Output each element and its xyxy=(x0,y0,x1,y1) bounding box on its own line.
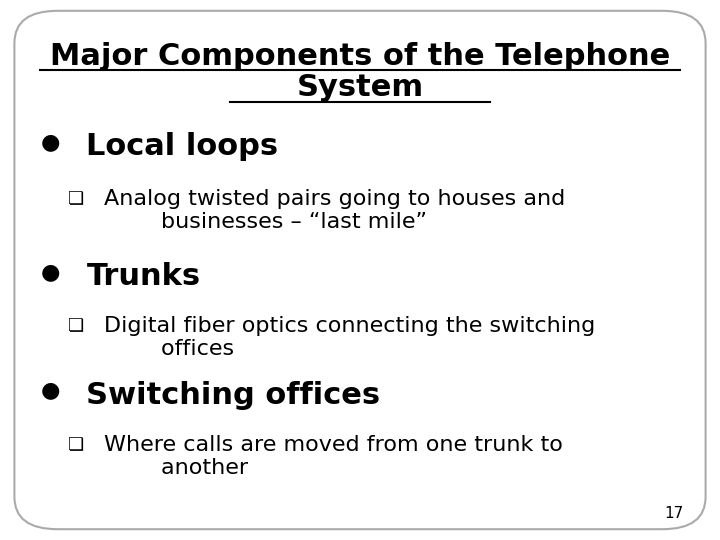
Text: Local loops: Local loops xyxy=(86,132,279,161)
Text: System: System xyxy=(297,73,423,102)
Text: ●: ● xyxy=(41,381,60,401)
Text: ❏: ❏ xyxy=(68,316,84,334)
Text: ●: ● xyxy=(41,132,60,152)
Text: 17: 17 xyxy=(665,506,684,521)
Text: Trunks: Trunks xyxy=(86,262,201,291)
Text: ●: ● xyxy=(41,262,60,282)
Text: ❏: ❏ xyxy=(68,435,84,453)
Text: Analog twisted pairs going to houses and
        businesses – “last mile”: Analog twisted pairs going to houses and… xyxy=(104,189,566,232)
Text: Digital fiber optics connecting the switching
        offices: Digital fiber optics connecting the swit… xyxy=(104,316,595,359)
FancyBboxPatch shape xyxy=(14,11,706,529)
Text: Major Components of the Telephone: Major Components of the Telephone xyxy=(50,42,670,71)
Text: Where calls are moved from one trunk to
        another: Where calls are moved from one trunk to … xyxy=(104,435,563,478)
Text: Switching offices: Switching offices xyxy=(86,381,381,410)
Text: ❏: ❏ xyxy=(68,189,84,207)
